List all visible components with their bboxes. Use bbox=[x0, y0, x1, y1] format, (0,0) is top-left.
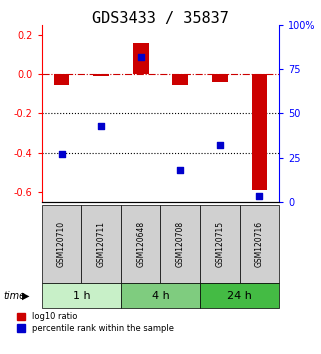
Text: ▶: ▶ bbox=[22, 291, 29, 301]
Point bbox=[99, 123, 104, 129]
Text: 24 h: 24 h bbox=[227, 291, 252, 301]
FancyBboxPatch shape bbox=[121, 205, 160, 283]
Point bbox=[138, 54, 143, 59]
Text: time: time bbox=[3, 291, 25, 301]
Text: GSM120715: GSM120715 bbox=[215, 221, 224, 267]
Bar bbox=[172, 74, 188, 85]
FancyBboxPatch shape bbox=[160, 205, 200, 283]
FancyBboxPatch shape bbox=[42, 283, 121, 308]
Bar bbox=[93, 74, 109, 76]
Text: GSM120648: GSM120648 bbox=[136, 221, 145, 267]
Point bbox=[59, 151, 64, 157]
FancyBboxPatch shape bbox=[200, 283, 279, 308]
Bar bbox=[133, 44, 149, 74]
Text: GSM120711: GSM120711 bbox=[97, 221, 106, 267]
FancyBboxPatch shape bbox=[121, 283, 200, 308]
Text: GSM120710: GSM120710 bbox=[57, 221, 66, 267]
Bar bbox=[54, 74, 69, 85]
Legend: log10 ratio, percentile rank within the sample: log10 ratio, percentile rank within the … bbox=[17, 312, 174, 333]
FancyBboxPatch shape bbox=[240, 205, 279, 283]
Text: GDS3433 / 35837: GDS3433 / 35837 bbox=[92, 11, 229, 26]
Text: GSM120708: GSM120708 bbox=[176, 221, 185, 267]
Text: 1 h: 1 h bbox=[73, 291, 90, 301]
Text: GSM120716: GSM120716 bbox=[255, 221, 264, 267]
FancyBboxPatch shape bbox=[42, 205, 81, 283]
Point bbox=[257, 194, 262, 199]
Point bbox=[217, 142, 222, 148]
Point bbox=[178, 167, 183, 173]
Bar bbox=[252, 74, 267, 190]
FancyBboxPatch shape bbox=[200, 205, 240, 283]
FancyBboxPatch shape bbox=[81, 205, 121, 283]
Text: 4 h: 4 h bbox=[152, 291, 169, 301]
Bar bbox=[212, 74, 228, 82]
